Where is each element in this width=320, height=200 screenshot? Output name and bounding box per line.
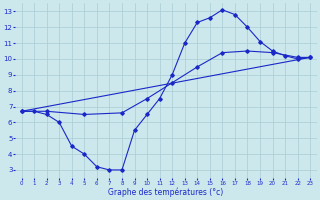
X-axis label: Graphe des températures (°c): Graphe des températures (°c) — [108, 187, 223, 197]
